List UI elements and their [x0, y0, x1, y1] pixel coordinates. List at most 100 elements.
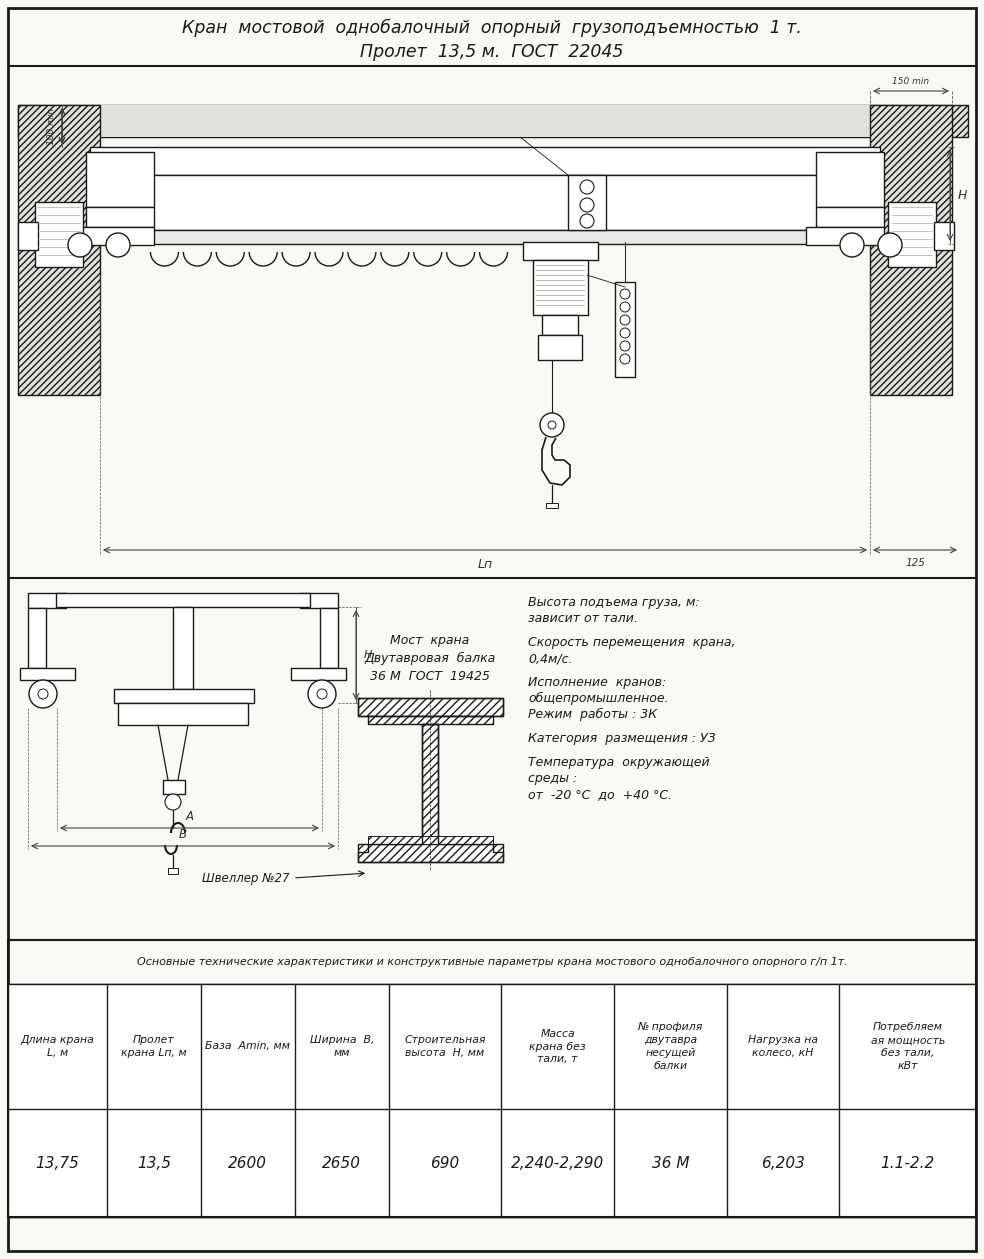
Bar [100, 104, 870, 137]
Bar [86, 206, 154, 227]
Text: Нагрузка на
колесо, кН: Нагрузка на колесо, кН [748, 1035, 818, 1058]
Circle shape [548, 421, 556, 429]
Circle shape [308, 680, 336, 708]
Circle shape [580, 198, 594, 212]
Bar [90, 175, 880, 230]
Text: Длина крана
L, м: Длина крана L, м [21, 1035, 94, 1058]
Bar [806, 227, 884, 246]
Circle shape [580, 214, 594, 228]
Circle shape [580, 180, 594, 194]
Text: Скорость перемещения  крана,: Скорость перемещения крана, [528, 636, 735, 648]
Bar [320, 608, 338, 669]
Bar [86, 152, 154, 206]
Bar [538, 335, 582, 360]
Text: Режим  работы : 3К: Режим работы : 3К [528, 708, 657, 721]
Text: 0,4м/с.: 0,4м/с. [528, 652, 573, 665]
Text: H: H [364, 650, 372, 660]
Bar [118, 703, 248, 725]
Circle shape [620, 315, 630, 325]
Circle shape [620, 302, 630, 312]
Bar [358, 844, 503, 862]
Text: 2,240-2,290: 2,240-2,290 [511, 1156, 604, 1171]
Text: 2650: 2650 [323, 1156, 361, 1171]
Text: Пролет
крана Lп, м: Пролет крана Lп, м [121, 1035, 187, 1058]
Text: Высота подъема груза, м:: Высота подъема груза, м: [528, 596, 700, 609]
Bar [8, 940, 976, 1217]
Circle shape [878, 233, 902, 257]
Text: 36 М: 36 М [651, 1156, 689, 1171]
Bar [533, 261, 588, 315]
Circle shape [840, 233, 864, 257]
Bar [816, 206, 884, 227]
Bar [35, 201, 83, 267]
Bar [90, 230, 880, 244]
Text: от  -20 °С  до  +40 °С.: от -20 °С до +40 °С. [528, 788, 672, 801]
Circle shape [106, 233, 130, 257]
Bar [56, 593, 310, 607]
Bar [168, 867, 178, 874]
Bar [368, 836, 493, 844]
Text: Пролет  13,5 м.  ГОСТ  22045: Пролет 13,5 м. ГОСТ 22045 [360, 43, 624, 60]
Text: 150 min: 150 min [892, 77, 930, 86]
Text: № профиля
двутавра
несущей
балки: № профиля двутавра несущей балки [638, 1022, 703, 1070]
Bar [568, 175, 606, 230]
Bar [18, 104, 968, 137]
Text: H: H [958, 189, 967, 201]
Bar [291, 669, 346, 680]
Text: Кран  мостовой  однобалочный  опорный  грузоподъемностью  1 т.: Кран мостовой однобалочный опорный грузо… [182, 19, 802, 37]
Bar [8, 985, 976, 1217]
Bar [114, 689, 254, 703]
Bar [20, 669, 75, 680]
Circle shape [317, 689, 327, 699]
Bar [422, 724, 438, 844]
Text: зависит от тали.: зависит от тали. [528, 612, 638, 624]
Text: общепромышленное.: общепромышленное. [528, 692, 668, 705]
Circle shape [620, 329, 630, 337]
Text: База  Аmin, мм: База Аmin, мм [206, 1041, 290, 1051]
Circle shape [68, 233, 92, 257]
Bar [173, 607, 193, 689]
Bar [18, 222, 38, 251]
Bar [18, 104, 100, 395]
Text: Мост  крана
Двутавровая  балка
36 М  ГОСТ  19425: Мост крана Двутавровая балка 36 М ГОСТ 1… [364, 633, 496, 682]
Bar [368, 716, 493, 724]
Bar [28, 593, 66, 608]
Text: 100 min: 100 min [47, 107, 56, 145]
Circle shape [620, 354, 630, 364]
Circle shape [620, 341, 630, 351]
Text: 2600: 2600 [228, 1156, 268, 1171]
Text: Температура  окружающей: Температура окружающей [528, 755, 709, 769]
Circle shape [540, 413, 564, 437]
Bar [523, 242, 598, 261]
Text: Исполнение  кранов:: Исполнение кранов: [528, 676, 666, 689]
Text: 690: 690 [430, 1156, 460, 1171]
Bar [816, 152, 884, 206]
Bar [542, 315, 578, 335]
Text: среды :: среды : [528, 772, 578, 786]
Bar [615, 282, 635, 376]
Bar [358, 697, 503, 716]
Bar [90, 147, 880, 175]
Text: Швеллер №27: Швеллер №27 [203, 871, 290, 885]
Circle shape [29, 680, 57, 708]
Bar [870, 104, 952, 395]
Bar [934, 222, 954, 251]
Text: Масса
крана без
тали, т: Масса крана без тали, т [529, 1029, 586, 1064]
Text: A: A [186, 810, 194, 823]
Circle shape [620, 290, 630, 298]
Text: Категория  размещения : УЗ: Категория размещения : УЗ [528, 731, 715, 745]
Text: B: B [179, 828, 187, 841]
Bar [300, 593, 338, 608]
Text: 13,75: 13,75 [35, 1156, 80, 1171]
Bar [163, 781, 185, 794]
Text: 1.1-2.2: 1.1-2.2 [881, 1156, 935, 1171]
Bar [888, 201, 936, 267]
Circle shape [165, 794, 181, 810]
Circle shape [38, 689, 48, 699]
Text: Потребляем
ая мощность
без тали,
кВт: Потребляем ая мощность без тали, кВт [871, 1022, 945, 1070]
Bar [28, 608, 46, 669]
Text: Строительная
высота  H, мм: Строительная высота H, мм [404, 1035, 486, 1058]
Text: 6,203: 6,203 [761, 1156, 805, 1171]
Text: 125: 125 [905, 558, 925, 568]
Text: Lп: Lп [477, 558, 493, 572]
